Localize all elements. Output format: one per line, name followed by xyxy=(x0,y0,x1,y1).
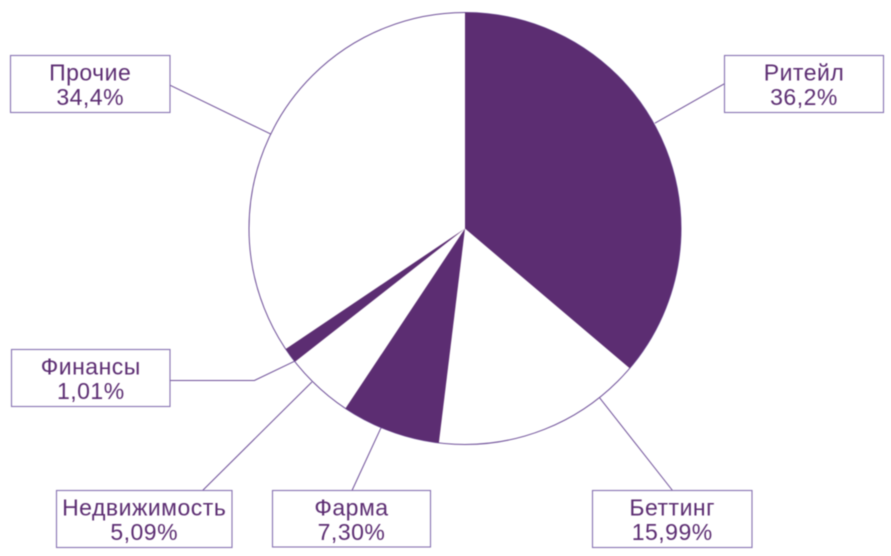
svg-text:15,99%: 15,99% xyxy=(632,519,713,545)
svg-text:7,30%: 7,30% xyxy=(318,519,386,545)
svg-text:5,09%: 5,09% xyxy=(110,519,178,545)
svg-text:Фарма: Фарма xyxy=(314,495,388,521)
svg-text:36,2%: 36,2% xyxy=(770,84,838,110)
svg-text:34,4%: 34,4% xyxy=(56,84,124,110)
svg-text:Финансы: Финансы xyxy=(41,354,141,380)
svg-text:Прочие: Прочие xyxy=(49,60,131,86)
svg-text:1,01%: 1,01% xyxy=(57,378,125,404)
svg-text:Ритейл: Ритейл xyxy=(764,60,845,86)
svg-text:Беттинг: Беттинг xyxy=(629,495,715,521)
svg-text:Недвижимость: Недвижимость xyxy=(62,495,226,521)
